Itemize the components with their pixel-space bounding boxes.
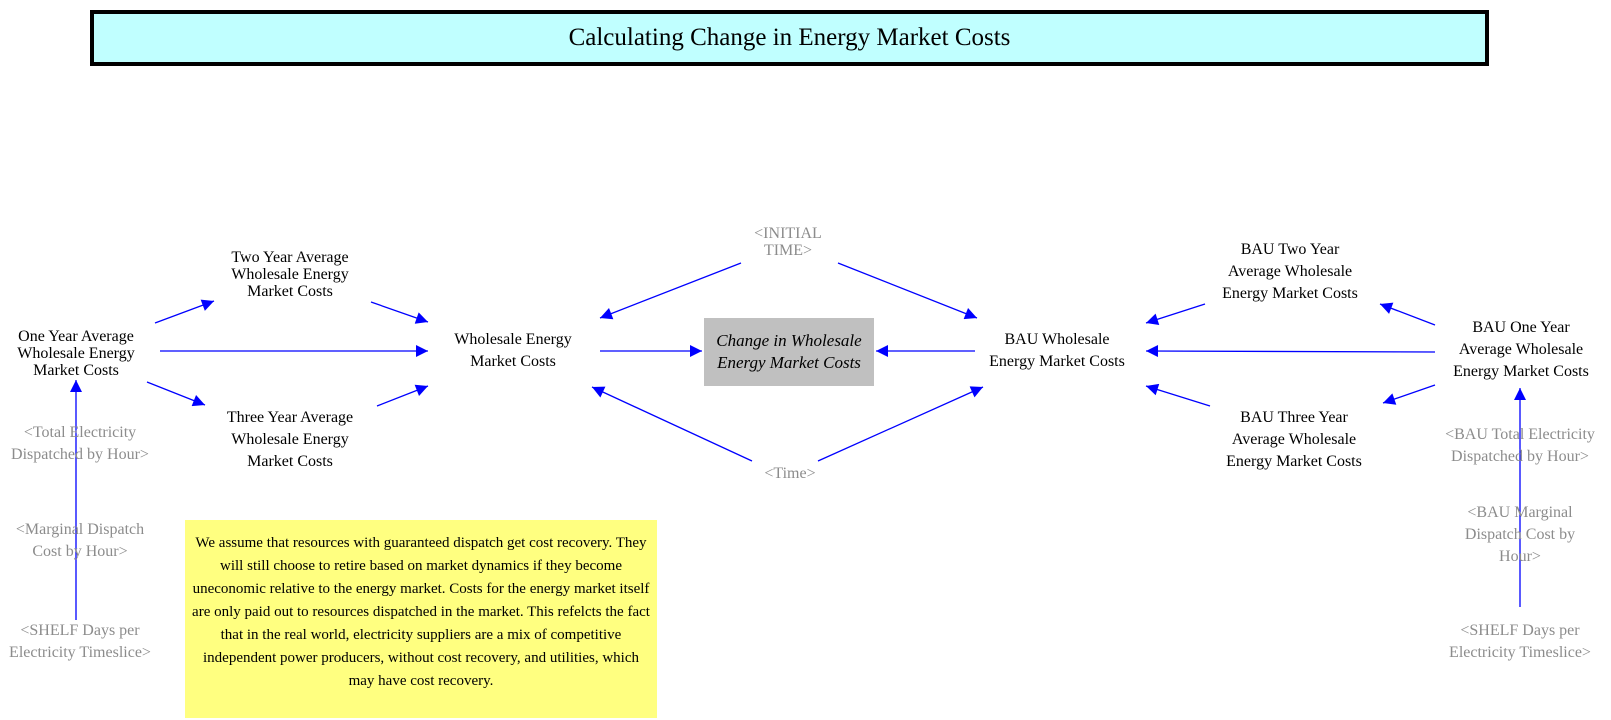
arrow-bau-three-to-bau: [1145, 383, 1211, 407]
three-year-average-node[interactable]: Three Year Average Wholesale Energy Mark…: [226, 409, 354, 470]
bau-shelf-days-shadow[interactable]: <SHELF Days per Electricity Timeslice>: [1449, 622, 1591, 661]
marginal-dispatch-shadow[interactable]: <Marginal Dispatch Cost by Hour>: [15, 521, 145, 560]
bau-wholesale-costs-node[interactable]: BAU Wholesale Energy Market Costs: [989, 331, 1125, 370]
arrow-bau-one-to-bau-two: [1379, 302, 1436, 326]
arrow-bau-one-to-bau-three: [1382, 384, 1436, 405]
arrow-one-to-three: [146, 381, 206, 407]
shelf-days-shadow[interactable]: <SHELF Days per Electricity Timeslice>: [9, 622, 151, 661]
total-electricity-shadow[interactable]: <Total Electricity Dispatched by Hour>: [11, 424, 149, 463]
initial-time-shadow[interactable]: <INITIAL TIME>: [754, 225, 822, 259]
diagram-title: Calculating Change in Energy Market Cost…: [90, 10, 1489, 66]
arrow-three-to-wholesale: [376, 384, 429, 407]
time-shadow[interactable]: <Time>: [764, 465, 816, 482]
bau-three-year-average-node[interactable]: BAU Three Year Average Wholesale Energy …: [1226, 409, 1362, 470]
bau-total-electricity-shadow[interactable]: <BAU Total Electricity Dispatched by Hou…: [1445, 426, 1595, 465]
arrow-two-to-wholesale: [370, 301, 429, 324]
wholesale-costs-node[interactable]: Wholesale Energy Market Costs: [454, 331, 572, 370]
two-year-average-node[interactable]: Two Year Average Wholesale Energy Market…: [231, 249, 349, 300]
bau-marginal-dispatch-shadow[interactable]: <BAU Marginal Dispatch Cost by Hour>: [1464, 504, 1576, 565]
bau-two-year-average-node[interactable]: BAU Two Year Average Wholesale Energy Ma…: [1222, 241, 1358, 302]
arrow-bau-two-to-bau: [1145, 303, 1206, 326]
change-in-costs-node[interactable]: Change in Wholesale Energy Market Costs: [704, 318, 874, 386]
arrow-initial-time-to-bau: [837, 262, 978, 320]
arrow-initial-time-to-wholesale: [599, 262, 742, 320]
arrow-one-to-two: [154, 299, 215, 324]
assumption-note: We assume that resources with guaranteed…: [185, 520, 657, 718]
arrow-time-to-wholesale: [591, 386, 753, 462]
arrow-time-to-bau: [817, 386, 984, 462]
bau-one-year-average-node[interactable]: BAU One Year Average Wholesale Energy Ma…: [1453, 319, 1589, 380]
arrow-bau-one-to-bau: [1145, 345, 1436, 358]
one-year-average-node[interactable]: One Year Average Wholesale Energy Market…: [17, 328, 135, 379]
